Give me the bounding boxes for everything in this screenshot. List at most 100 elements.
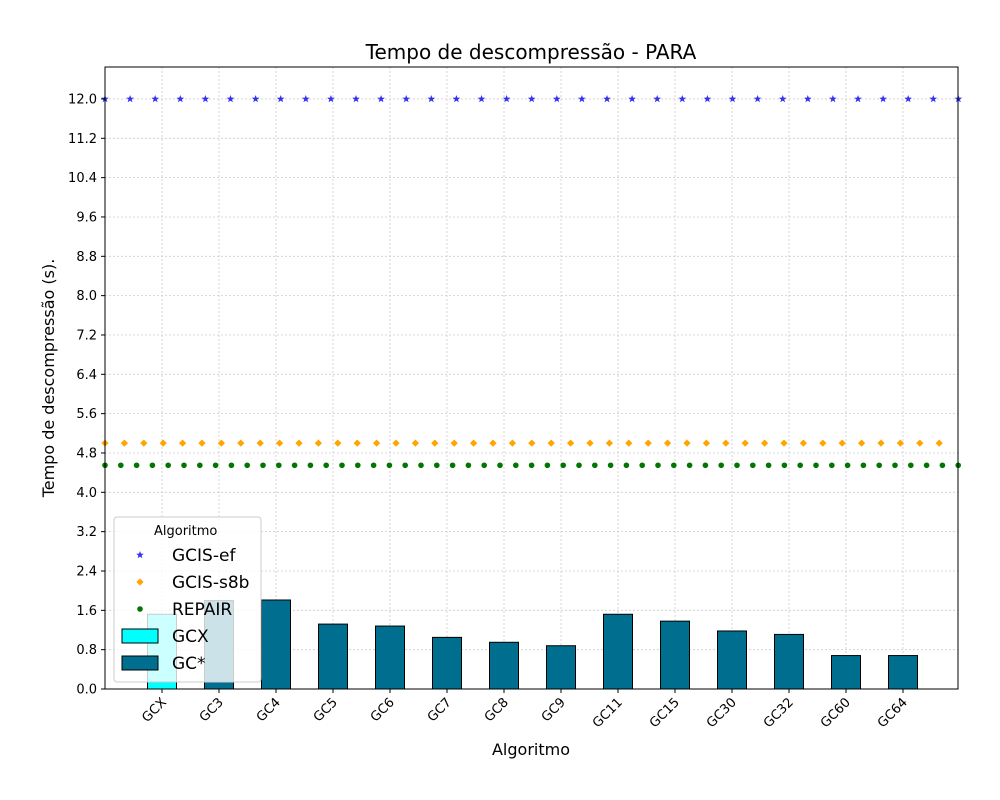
marker-repair bbox=[133, 462, 140, 469]
marker-repair bbox=[750, 462, 756, 469]
marker-gcis-s8b bbox=[392, 439, 400, 447]
marker-repair bbox=[260, 462, 266, 469]
marker-gcis-s8b bbox=[508, 439, 516, 447]
marker-gcis-s8b bbox=[741, 439, 749, 447]
marker-repair bbox=[639, 462, 645, 469]
marker-gcis-ef bbox=[929, 94, 938, 103]
legend-label-gcis-ef: GCIS-ef bbox=[172, 546, 236, 566]
marker-repair bbox=[718, 462, 724, 469]
marker-gcis-ef bbox=[527, 94, 536, 103]
marker-repair bbox=[797, 462, 803, 469]
marker-repair bbox=[497, 462, 503, 469]
marker-repair bbox=[829, 462, 835, 469]
marker-gcis-ef bbox=[829, 94, 837, 103]
marker-gcis-ef bbox=[176, 94, 185, 103]
marker-gcis-s8b bbox=[625, 439, 633, 447]
legend-title: Algoritmo bbox=[154, 524, 217, 539]
legend-label-repair: REPAIR bbox=[172, 600, 232, 620]
marker-repair bbox=[481, 462, 488, 469]
marker-gcis-s8b bbox=[353, 439, 361, 447]
y-tick-label: 2.4 bbox=[76, 564, 97, 579]
marker-repair bbox=[860, 462, 867, 469]
marker-repair bbox=[607, 462, 614, 469]
marker-repair bbox=[892, 462, 898, 469]
marker-gcis-ef bbox=[226, 94, 235, 103]
legend-swatch-gc bbox=[121, 655, 159, 671]
bar-gc9 bbox=[546, 645, 576, 690]
legend-marker-repair bbox=[137, 606, 143, 612]
marker-gcis-ef bbox=[854, 94, 862, 103]
bar-gc30 bbox=[717, 630, 747, 690]
marker-gcis-ef bbox=[327, 94, 335, 103]
marker-gcis-ef bbox=[628, 94, 636, 103]
marker-series bbox=[101, 94, 963, 469]
marker-gcis-s8b bbox=[702, 439, 710, 447]
marker-repair bbox=[276, 462, 282, 469]
marker-gcis-ef bbox=[151, 94, 159, 103]
marker-repair bbox=[355, 462, 361, 469]
marker-gcis-s8b bbox=[334, 439, 342, 447]
marker-gcis-ef bbox=[778, 94, 787, 103]
marker-gcis-s8b bbox=[198, 439, 206, 447]
marker-gcis-ef bbox=[276, 94, 285, 103]
marker-gcis-ef bbox=[302, 94, 310, 103]
marker-repair bbox=[592, 462, 598, 469]
marker-repair bbox=[923, 462, 930, 469]
marker-repair bbox=[418, 462, 424, 469]
marker-gcis-ef bbox=[578, 94, 586, 103]
marker-repair bbox=[655, 462, 661, 469]
marker-gcis-ef bbox=[653, 94, 661, 103]
y-tick-label: 10.4 bbox=[68, 171, 97, 186]
marker-repair bbox=[370, 462, 377, 469]
chart-title: Tempo de descompressão - PARA bbox=[365, 40, 697, 64]
marker-gcis-s8b bbox=[314, 439, 322, 447]
marker-gcis-s8b bbox=[877, 439, 885, 447]
marker-gcis-ef bbox=[126, 94, 134, 103]
y-tick-label: 9.6 bbox=[76, 210, 97, 225]
y-tick-label: 3.2 bbox=[76, 525, 97, 540]
marker-gcis-s8b bbox=[295, 439, 303, 447]
marker-gcis-ef bbox=[753, 94, 762, 103]
marker-repair bbox=[702, 462, 709, 469]
marker-gcis-s8b bbox=[761, 439, 769, 447]
marker-repair bbox=[465, 462, 472, 469]
marker-repair bbox=[212, 462, 219, 469]
marker-gcis-ef bbox=[804, 94, 812, 103]
marker-repair bbox=[781, 462, 788, 469]
y-tick-label: 4.8 bbox=[76, 446, 97, 461]
y-tick-label: 12.0 bbox=[68, 92, 97, 107]
marker-gcis-s8b bbox=[547, 439, 555, 447]
marker-gcis-s8b bbox=[237, 439, 245, 447]
marker-repair bbox=[671, 462, 677, 469]
y-axis-title: Tempo de descompressão (s). bbox=[39, 259, 58, 499]
marker-gcis-s8b bbox=[838, 439, 846, 447]
legend-label-gcx: GCX bbox=[172, 627, 209, 647]
marker-gcis-s8b bbox=[935, 439, 943, 447]
marker-gcis-s8b bbox=[528, 439, 536, 447]
marker-repair bbox=[544, 462, 551, 469]
bar-gc4 bbox=[261, 599, 291, 690]
marker-repair bbox=[844, 462, 851, 469]
marker-gcis-s8b bbox=[450, 439, 458, 447]
bar-gc15 bbox=[660, 620, 690, 690]
marker-gcis-s8b bbox=[373, 439, 381, 447]
marker-gcis-ef bbox=[377, 94, 385, 103]
marker-repair bbox=[449, 462, 456, 469]
marker-gcis-s8b bbox=[217, 439, 225, 447]
y-tick-label: 8.8 bbox=[76, 250, 97, 265]
marker-gcis-ef bbox=[728, 94, 737, 103]
marker-repair bbox=[528, 462, 535, 469]
marker-repair bbox=[339, 462, 345, 469]
marker-repair bbox=[434, 462, 440, 469]
marker-repair bbox=[323, 462, 330, 469]
marker-gcis-ef bbox=[201, 94, 210, 103]
marker-gcis-ef bbox=[904, 94, 912, 103]
y-tick-label: 6.4 bbox=[76, 368, 97, 383]
y-tick-label: 5.6 bbox=[76, 407, 97, 422]
marker-gcis-ef bbox=[452, 94, 461, 103]
marker-repair bbox=[686, 462, 693, 469]
marker-repair bbox=[513, 462, 519, 469]
legend-marker-gcis-ef bbox=[136, 551, 144, 559]
marker-repair bbox=[291, 462, 298, 469]
